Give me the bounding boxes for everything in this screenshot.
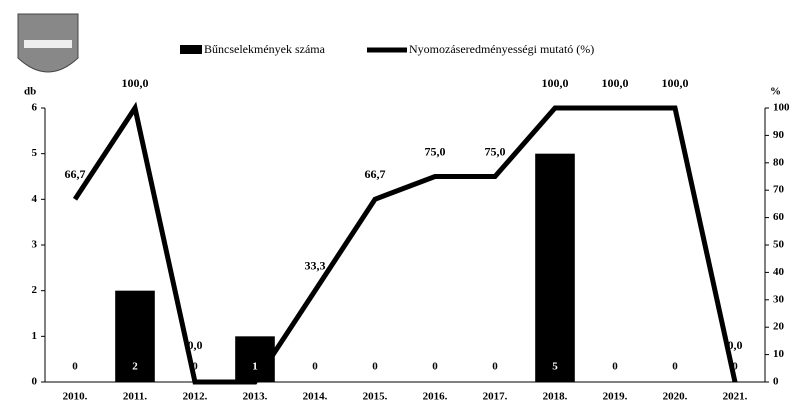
x-tick-label: 2020. [663,391,688,403]
line-value-label: 66,7 [365,167,386,181]
bar-value-label: 0 [732,361,738,373]
bar-value-label: 0 [612,361,618,373]
y-tick-label: 2 [32,284,38,296]
y-tick-label: 0 [32,376,38,388]
x-tick-label: 2018. [543,391,568,403]
bar-value-label: 0 [672,361,678,373]
y2-tick-label: 0 [773,376,779,388]
x-tick-label: 2016. [423,391,448,403]
bar-value-label: 0 [372,361,378,373]
legend-swatch [180,45,202,54]
y2-tick-label: 30 [773,293,785,305]
line-value-label: 100,0 [662,76,689,90]
y2-tick-label: 10 [773,348,785,360]
bar-value-label: 0 [492,361,498,373]
x-tick-label: 2014. [303,391,328,403]
x-tick-label: 2011. [123,391,147,403]
x-tick-label: 2013. [243,391,268,403]
y-tick-label: 5 [32,147,38,159]
line-value-label: 100,0 [602,76,629,90]
bar [115,290,155,382]
legend-label: Nyomozáseredményességi mutató (%) [409,42,594,56]
bar-value-label: 5 [552,361,558,373]
line [72,101,738,385]
x-tick-label: 2017. [483,391,508,403]
line-value-label: 75,0 [485,144,506,158]
bar-value-label: 1 [252,361,258,373]
y2-tick-label: 40 [773,266,785,278]
line-value-label: 66,7 [65,167,86,181]
y-axis-label: db [24,86,36,98]
y2-tick-label: 20 [773,321,785,333]
bar-value-label: 0 [192,361,198,373]
y2-axis-label: % [770,86,781,98]
line-value-label: 33,3 [305,259,326,273]
y2-tick-label: 50 [773,239,785,251]
y2-tick-label: 100 [773,102,790,114]
x-tick-label: 2015. [363,391,388,403]
logo [17,13,79,73]
y2-tick-label: 70 [773,184,785,196]
y-tick-label: 1 [32,330,38,342]
bar-value-label: 0 [432,361,438,373]
line-value-label: 75,0 [425,144,446,158]
y2-tick-label: 90 [773,129,785,141]
line-value-label: 0,0 [248,338,263,352]
line-value-label: 0,0 [728,338,743,352]
bar [535,153,575,382]
y-tick-label: 6 [32,102,38,114]
line-value-label: 0,0 [188,338,203,352]
line-value-label: 100,0 [542,76,569,90]
bar-value-label: 0 [72,361,78,373]
x-tick-label: 2021. [723,391,748,403]
legend-label: Bűncselekmények száma [204,42,326,56]
bar-value-label: 2 [132,361,138,373]
line-value-label: 100,0 [122,76,149,90]
y-tick-label: 4 [32,193,38,205]
x-tick-label: 2012. [183,391,208,403]
x-tick-label: 2010. [63,391,88,403]
y-tick-label: 3 [32,239,38,251]
y2-tick-label: 80 [773,156,785,168]
bar-value-label: 0 [312,361,318,373]
y2-tick-label: 60 [773,211,785,223]
x-tick-label: 2019. [603,391,628,403]
